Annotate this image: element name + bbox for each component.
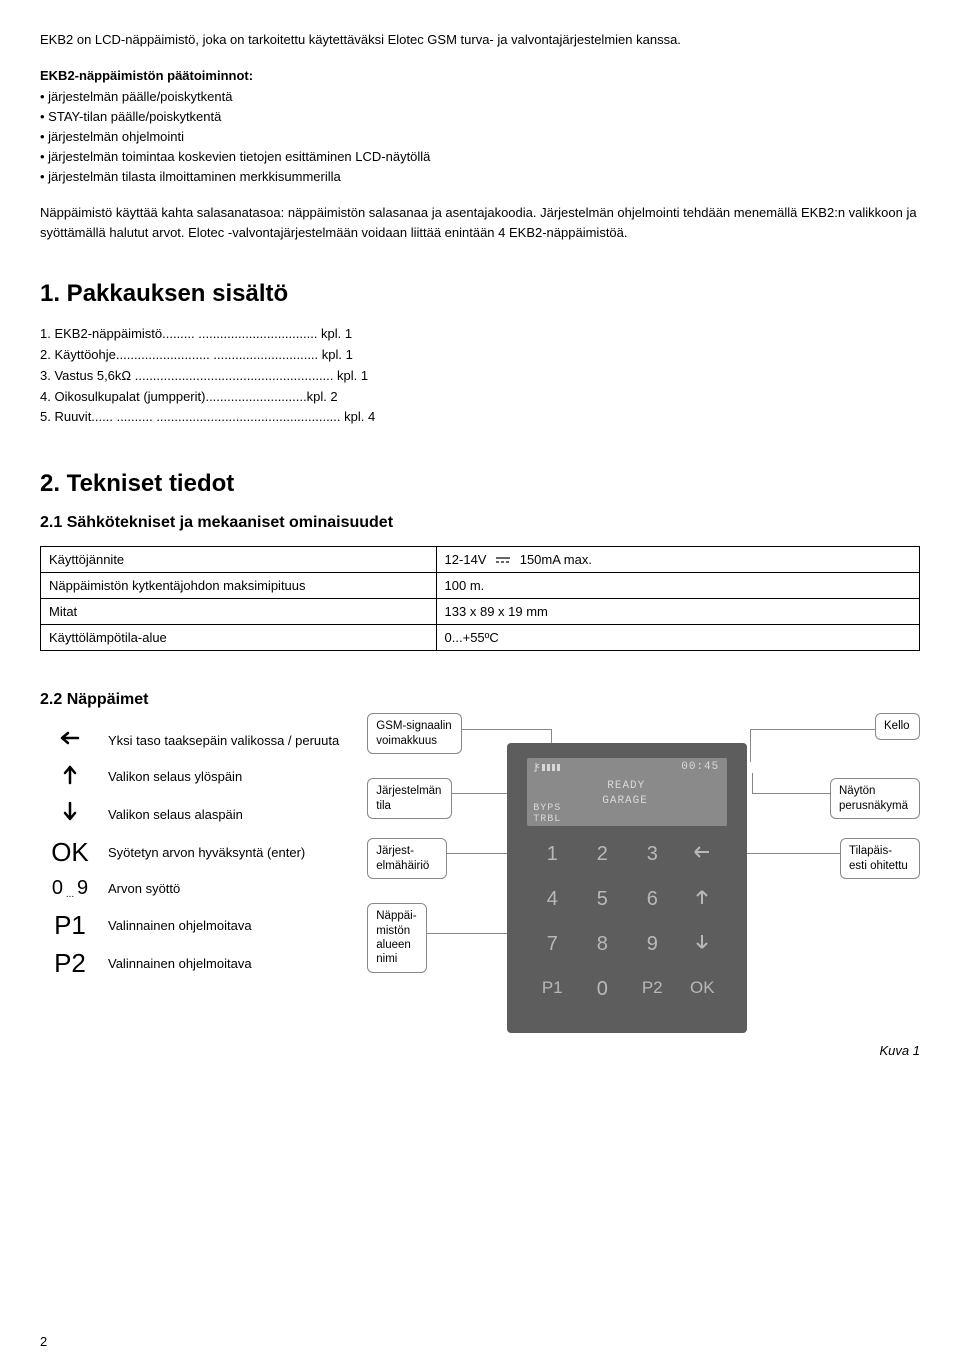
page-number: 2	[40, 1334, 47, 1349]
table-row: OK Syötetyn arvon hyväksyntä (enter)	[40, 833, 347, 871]
section2-title: 2. Tekniset tiedot	[40, 470, 920, 498]
callout-alueen: Näppäi- mistön alueen nimi	[367, 903, 427, 973]
package-item: 1. EKB2-näppäimistö......... ...........…	[40, 324, 920, 345]
key-function-table: Yksi taso taaksepäin valikossa / peruuta…	[40, 723, 347, 982]
section21-title: 2.1 Sähkötekniset ja mekaaniset ominaisu…	[40, 514, 920, 532]
table-row: Käyttöjännite 12-14V 150mA max.	[41, 547, 920, 573]
table-row: P2 Valinnainen ohjelmoitava	[40, 944, 347, 982]
package-contents: 1. EKB2-näppäimistö......... ...........…	[40, 324, 920, 428]
kp-8: 8	[582, 933, 622, 971]
kp-p2: P2	[632, 978, 672, 1016]
package-item: 5. Ruuvit...... .......... .............…	[40, 407, 920, 428]
table-row: P1 Valinnainen ohjelmoitava	[40, 906, 347, 944]
table-row: Näppäimistön kytkentäjohdon maksimipituu…	[41, 573, 920, 599]
spec-label: Mitat	[41, 599, 437, 625]
signal-icon	[533, 762, 565, 776]
bullet-list: järjestelmän päälle/poiskytkentä STAY-ti…	[40, 87, 920, 188]
callout-kello: Kello	[875, 713, 920, 739]
figure-label: Kuva 1	[880, 1043, 920, 1058]
spec-value: 133 x 89 x 19 mm	[436, 599, 919, 625]
lcd-byps: BYPS	[533, 803, 561, 814]
spec-label: Käyttöjännite	[41, 547, 437, 573]
kp-6: 6	[632, 888, 672, 926]
kp-left	[682, 843, 722, 881]
package-item: 3. Vastus 5,6kΩ ........................…	[40, 366, 920, 387]
kp-3: 3	[632, 843, 672, 881]
lcd-trbl: TRBL	[533, 814, 561, 825]
p1-label: P1	[54, 910, 86, 940]
p2-label: P2	[54, 948, 86, 978]
kp-0: 0	[582, 978, 622, 1016]
lcd-screen: 00:45 READY GARAGE BYPS TRBL	[527, 758, 727, 826]
arrow-up-icon	[61, 765, 79, 790]
section22-title: 2.2 Näppäimet	[40, 691, 920, 709]
lcd-garage: GARAGE	[602, 795, 648, 807]
table-row: Valikon selaus ylöspäin	[40, 757, 347, 795]
kp-2: 2	[582, 843, 622, 881]
spec-label: Käyttölämpötila-alue	[41, 625, 437, 651]
spec-value: 0...+55ºC	[436, 625, 919, 651]
kp-4: 4	[532, 888, 572, 926]
bullet-item: STAY-tilan päälle/poiskytkentä	[40, 107, 920, 127]
key-desc: Syötetyn arvon hyväksyntä (enter)	[100, 833, 347, 871]
kp-ok: OK	[682, 978, 722, 1016]
body-paragraph: Näppäimistö käyttää kahta salasanatasoa:…	[40, 203, 920, 242]
callout-nakyma: Näytön perusnäkymä	[830, 778, 920, 819]
package-item: 4. Oikosulkupalat (jumpperit)...........…	[40, 387, 920, 408]
lcd-time: 00:45	[681, 761, 719, 773]
key-desc: Valinnainen ohjelmoitava	[100, 906, 347, 944]
keypad-diagram: GSM-signaalin voimakkuus Järjestelmän ti…	[367, 723, 920, 1063]
bullet-item: järjestelmän päälle/poiskytkentä	[40, 87, 920, 107]
key-desc: Valinnainen ohjelmoitava	[100, 944, 347, 982]
kp-1: 1	[532, 843, 572, 881]
callout-tila: Järjestelmän tila	[367, 778, 452, 819]
key-desc: Arvon syöttö	[100, 871, 347, 906]
section1-title: 1. Pakkauksen sisältö	[40, 280, 920, 308]
ok-label: OK	[51, 837, 89, 867]
arrow-left-icon	[58, 727, 82, 752]
intro-paragraph: EKB2 on LCD-näppäimistö, joka on tarkoit…	[40, 30, 920, 50]
bullet-item: järjestelmän ohjelmointi	[40, 127, 920, 147]
digits-label: 0 ... 9	[52, 877, 88, 899]
key-desc: Yksi taso taaksepäin valikossa / peruuta	[100, 723, 347, 757]
arrow-down-icon	[61, 803, 79, 828]
table-row: Valikon selaus alaspäin	[40, 795, 347, 833]
kp-p1: P1	[532, 978, 572, 1016]
lcd-ready: READY	[607, 780, 645, 792]
dc-icon	[494, 556, 512, 566]
key-desc: Valikon selaus alaspäin	[100, 795, 347, 833]
kp-down	[682, 933, 722, 971]
kp-9: 9	[632, 933, 672, 971]
table-row: Käyttölämpötila-alue 0...+55ºC	[41, 625, 920, 651]
table-row: Mitat 133 x 89 x 19 mm	[41, 599, 920, 625]
kp-5: 5	[582, 888, 622, 926]
callout-hairio: Järjest- elmähäiriö	[367, 838, 447, 879]
spec-value: 12-14V 150mA max.	[436, 547, 919, 573]
key-desc: Valikon selaus ylöspäin	[100, 757, 347, 795]
kp-up	[682, 888, 722, 926]
table-row: 0 ... 9 Arvon syöttö	[40, 871, 347, 906]
callout-ohitettu: Tilapäis- esti ohitettu	[840, 838, 920, 879]
subhead: EKB2-näppäimistön päätoiminnot:	[40, 68, 920, 83]
spec-value: 100 m.	[436, 573, 919, 599]
keypad-body: 00:45 READY GARAGE BYPS TRBL 1 2 3 4 5 6…	[507, 743, 747, 1033]
package-item: 2. Käyttöohje.......................... …	[40, 345, 920, 366]
bullet-item: järjestelmän toimintaa koskevien tietoje…	[40, 147, 920, 167]
bullet-item: järjestelmän tilasta ilmoittaminen merkk…	[40, 167, 920, 187]
table-row: Yksi taso taaksepäin valikossa / peruuta	[40, 723, 347, 757]
spec-table: Käyttöjännite 12-14V 150mA max. Näppäimi…	[40, 546, 920, 651]
kp-7: 7	[532, 933, 572, 971]
spec-label: Näppäimistön kytkentäjohdon maksimipituu…	[41, 573, 437, 599]
callout-gsm: GSM-signaalin voimakkuus	[367, 713, 462, 754]
